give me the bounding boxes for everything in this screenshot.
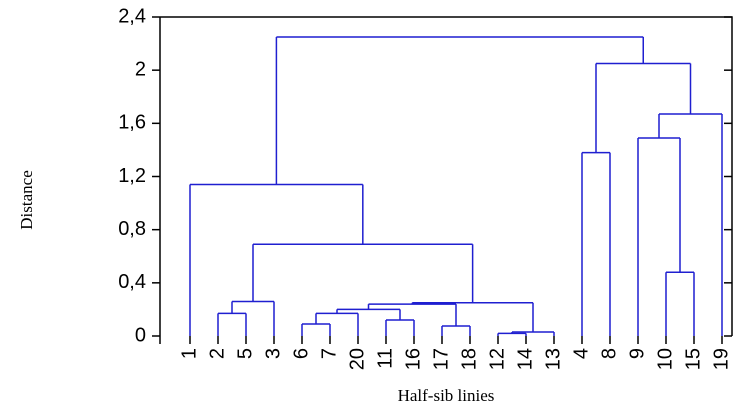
y-tick-label: 1,6 [118, 112, 146, 134]
leaf-label: 11 [374, 348, 396, 369]
leaf-label: 9 [626, 348, 648, 359]
y-tick-label: 0 [135, 324, 146, 346]
leaf-label: 13 [542, 348, 564, 370]
y-tick-label: 2 [135, 58, 146, 80]
leaf-label: 12 [486, 348, 508, 370]
leaf-label: 6 [290, 348, 312, 359]
link [252, 243, 474, 303]
leaf-label: 8 [598, 348, 620, 359]
link [441, 325, 471, 336]
y-tick-label: 0,8 [118, 218, 146, 240]
link [665, 271, 695, 336]
leaf-label: 7 [318, 348, 340, 359]
y-tick-label: 1,2 [118, 165, 146, 187]
link [217, 312, 247, 336]
link [367, 303, 457, 327]
link [497, 332, 527, 336]
link [385, 319, 415, 336]
link [336, 308, 401, 321]
y-tick-label: 0,4 [118, 271, 146, 293]
leaf-label: 19 [710, 348, 732, 370]
link [595, 62, 692, 153]
leaf-label: 5 [234, 348, 256, 359]
link [581, 151, 611, 336]
leaf-label: 15 [682, 348, 704, 370]
leaf-label: 17 [430, 348, 452, 370]
link [411, 302, 534, 333]
leaf-label: 18 [458, 348, 480, 370]
link [658, 113, 723, 336]
leaf-label: 1 [178, 348, 200, 359]
leaf-label: 2 [206, 348, 228, 359]
axis-frame [159, 16, 733, 344]
leaf-label: 3 [262, 348, 284, 359]
link [511, 331, 555, 336]
y-tick-label: 2,4 [118, 5, 146, 27]
link [231, 300, 275, 336]
x-axis-label: Half-sib linies [398, 386, 495, 405]
y-axis-label: Distance [17, 170, 36, 229]
leaf-label: 4 [570, 348, 592, 359]
leaf-label: 20 [346, 348, 368, 370]
leaf-label: 10 [654, 348, 676, 370]
leaf-label: 16 [402, 348, 424, 370]
link [301, 323, 331, 336]
leaf-label: 14 [514, 348, 536, 370]
link [275, 36, 644, 185]
link [637, 137, 681, 336]
